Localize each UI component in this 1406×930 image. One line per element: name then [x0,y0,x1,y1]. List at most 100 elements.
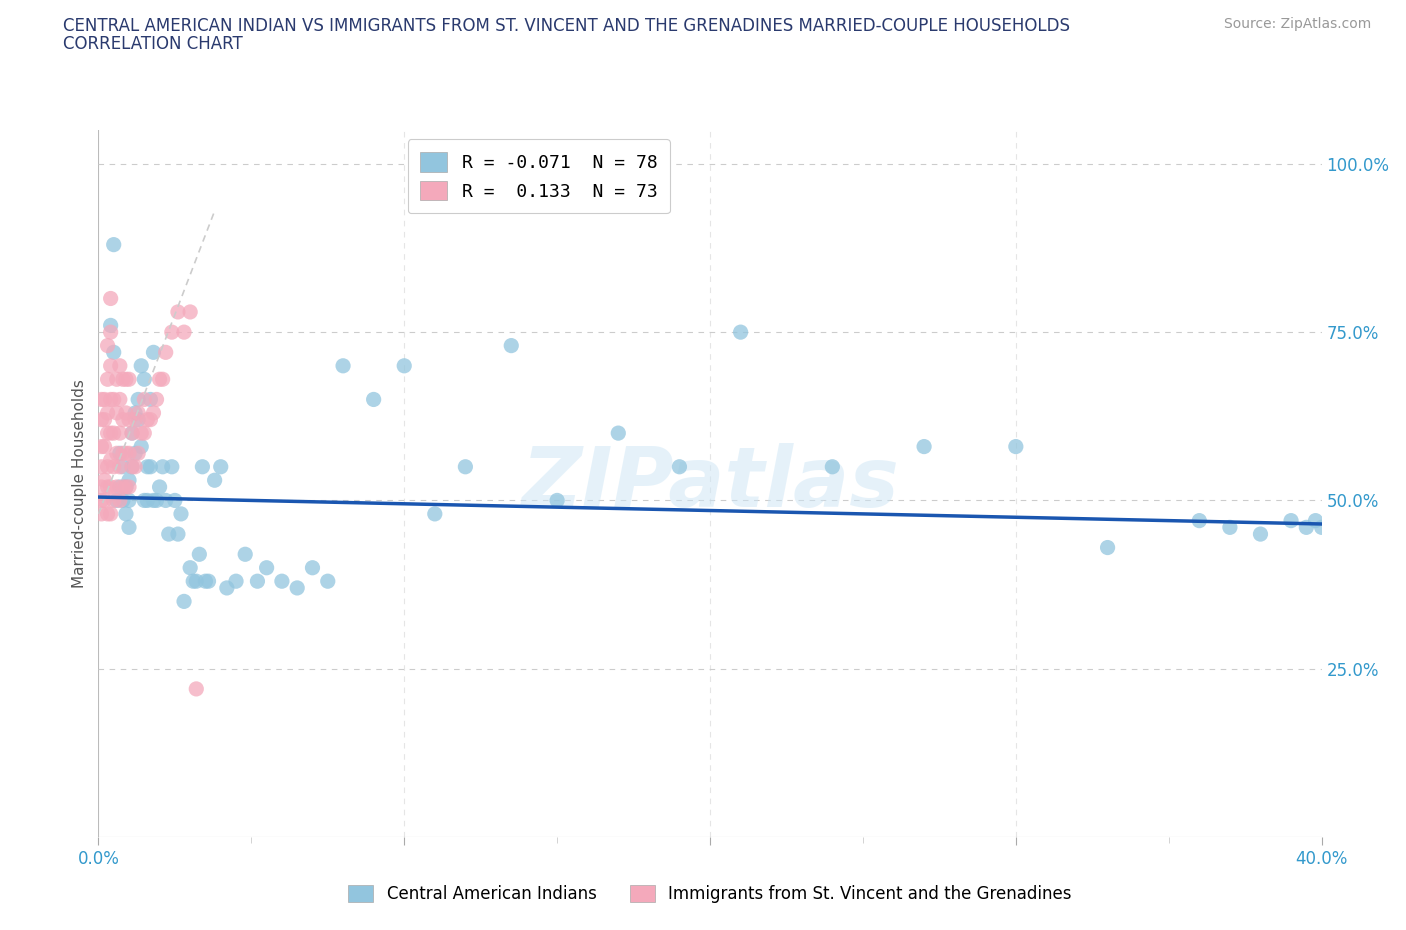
Point [136,459,159,474]
Point [118,493,141,508]
Point [124,445,146,460]
Point [108,459,131,474]
Point [103,237,125,252]
Point [139,459,162,474]
Point [129,439,152,454]
Point [170,507,193,522]
Point [179,304,201,319]
Point [124,412,146,427]
Point [118,445,141,460]
Text: Source: ZipAtlas.com: Source: ZipAtlas.com [1223,17,1371,31]
Point [97,459,120,474]
Point [181,574,204,589]
Point [105,445,128,460]
Point [111,412,134,427]
Point [142,405,165,420]
Point [160,325,183,339]
Point [115,372,138,387]
Point [167,304,190,319]
Point [204,472,226,487]
Point [93,392,115,407]
Point [100,291,122,306]
Point [821,459,844,474]
Point [105,480,128,495]
Point [1305,513,1327,528]
Point [332,358,354,373]
Point [186,682,208,697]
Point [501,339,523,353]
Point [118,520,141,535]
Point [90,412,112,427]
Point [105,493,128,508]
Point [139,412,162,427]
Point [139,392,162,407]
Point [100,318,122,333]
Point [129,426,152,441]
Text: CENTRAL AMERICAN INDIAN VS IMMIGRANTS FROM ST. VINCENT AND THE GRENADINES MARRIE: CENTRAL AMERICAN INDIAN VS IMMIGRANTS FR… [63,17,1070,34]
Point [127,405,149,420]
Point [93,472,115,487]
Point [149,480,172,495]
Point [121,426,143,441]
Point [1279,513,1302,528]
Point [127,445,149,460]
Point [157,526,180,541]
Point [256,560,278,575]
Point [97,405,120,420]
Point [121,459,143,474]
Point [127,392,149,407]
Point [103,345,125,360]
Point [1310,520,1333,535]
Point [134,392,156,407]
Point [197,574,219,589]
Point [191,459,214,474]
Point [225,574,247,589]
Point [730,325,752,339]
Point [103,392,125,407]
Point [115,405,138,420]
Point [97,426,120,441]
Text: ZIPatlas: ZIPatlas [522,443,898,525]
Point [97,339,120,353]
Point [134,493,156,508]
Point [97,372,120,387]
Point [97,507,120,522]
Point [105,372,128,387]
Point [100,480,122,495]
Point [186,574,208,589]
Point [149,372,172,387]
Point [215,580,238,595]
Point [100,358,122,373]
Point [142,493,165,508]
Point [134,426,156,441]
Point [136,412,159,427]
Y-axis label: Married-couple Households: Married-couple Households [72,379,87,588]
Point [118,480,141,495]
Point [108,480,131,495]
Point [118,472,141,487]
Point [103,493,125,508]
Point [97,480,120,495]
Point [108,392,131,407]
Point [454,459,477,474]
Point [93,439,115,454]
Point [129,358,152,373]
Point [152,459,174,474]
Point [108,493,131,508]
Point [111,372,134,387]
Point [93,493,115,508]
Point [912,439,935,454]
Point [90,480,112,495]
Point [121,426,143,441]
Point [179,560,201,575]
Point [1188,513,1211,528]
Point [108,445,131,460]
Point [90,493,112,508]
Point [209,459,232,474]
Point [134,372,156,387]
Point [118,412,141,427]
Point [246,574,269,589]
Point [108,426,131,441]
Point [105,405,128,420]
Point [124,459,146,474]
